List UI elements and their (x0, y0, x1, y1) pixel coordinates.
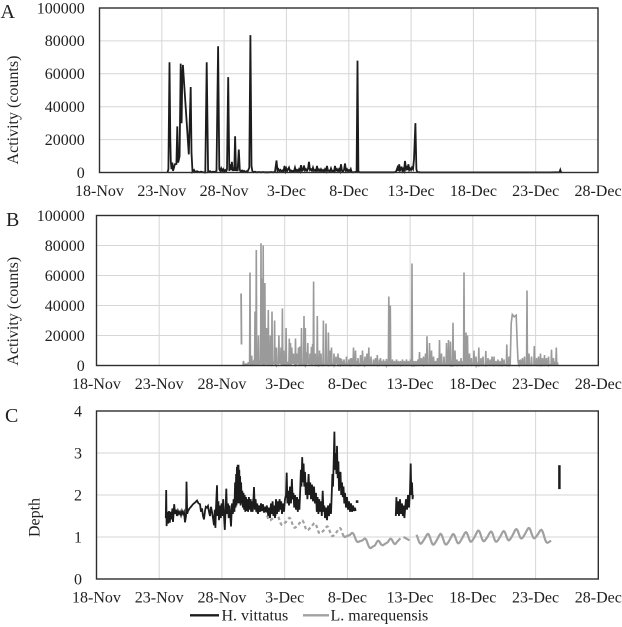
svg-text:1: 1 (74, 529, 82, 546)
svg-text:20000: 20000 (45, 132, 85, 149)
svg-text:3-Dec: 3-Dec (265, 376, 304, 393)
svg-text:4: 4 (74, 403, 82, 420)
svg-text:L. marequensis: L. marequensis (331, 608, 429, 625)
svg-text:23-Dec: 23-Dec (512, 376, 559, 393)
svg-text:20000: 20000 (45, 328, 85, 345)
svg-text:23-Nov: 23-Nov (135, 589, 184, 606)
svg-text:80000: 80000 (45, 33, 85, 50)
svg-text:28-Dec: 28-Dec (574, 183, 621, 200)
svg-text:18-Dec: 18-Dec (449, 376, 496, 393)
svg-text:8-Dec: 8-Dec (329, 183, 368, 200)
svg-text:H. vittatus: H. vittatus (222, 608, 289, 625)
svg-text:60000: 60000 (45, 268, 85, 285)
svg-text:23-Nov: 23-Nov (137, 183, 186, 200)
svg-text:18-Nov: 18-Nov (72, 376, 121, 393)
svg-text:13-Dec: 13-Dec (387, 589, 434, 606)
svg-text:Activity (counts): Activity (counts) (5, 257, 22, 366)
svg-text:28-Dec: 28-Dec (575, 589, 622, 606)
svg-text:18-Dec: 18-Dec (450, 183, 497, 200)
svg-text:0: 0 (77, 165, 85, 182)
svg-text:8-Dec: 8-Dec (328, 376, 367, 393)
svg-text:100000: 100000 (37, 208, 85, 225)
svg-text:B: B (6, 209, 19, 231)
svg-text:40000: 40000 (45, 298, 85, 315)
svg-text:28-Nov: 28-Nov (197, 589, 246, 606)
svg-text:28-Dec: 28-Dec (575, 376, 622, 393)
svg-text:3: 3 (74, 445, 82, 462)
svg-text:C: C (5, 405, 18, 427)
svg-text:13-Dec: 13-Dec (387, 376, 434, 393)
svg-text:8-Dec: 8-Dec (328, 589, 367, 606)
svg-text:Depth: Depth (27, 498, 44, 537)
svg-text:Activity (counts): Activity (counts) (5, 56, 22, 165)
svg-text:100000: 100000 (37, 0, 85, 17)
svg-text:23-Dec: 23-Dec (512, 589, 559, 606)
svg-text:0: 0 (74, 571, 82, 588)
svg-text:3-Dec: 3-Dec (265, 589, 304, 606)
svg-text:28-Nov: 28-Nov (200, 183, 249, 200)
svg-text:18-Nov: 18-Nov (75, 183, 124, 200)
svg-text:80000: 80000 (45, 238, 85, 255)
svg-text:40000: 40000 (45, 99, 85, 116)
svg-text:18-Nov: 18-Nov (72, 589, 121, 606)
svg-text:18-Dec: 18-Dec (449, 589, 496, 606)
svg-text:28-Nov: 28-Nov (197, 376, 246, 393)
svg-text:0: 0 (77, 358, 85, 375)
svg-text:2: 2 (74, 487, 82, 504)
svg-text:23-Dec: 23-Dec (512, 183, 559, 200)
svg-text:A: A (1, 1, 16, 23)
svg-text:23-Nov: 23-Nov (135, 376, 184, 393)
svg-text:13-Dec: 13-Dec (388, 183, 435, 200)
svg-text:3-Dec: 3-Dec (267, 183, 306, 200)
svg-text:60000: 60000 (45, 66, 85, 83)
